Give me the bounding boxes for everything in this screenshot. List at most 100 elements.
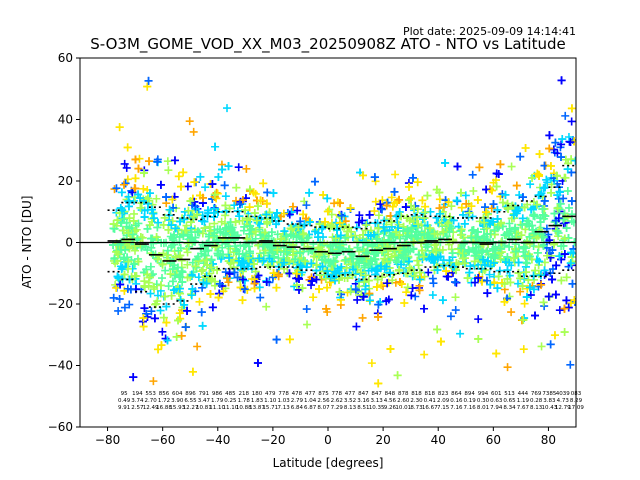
scatter-point xyxy=(124,257,133,266)
scatter-point xyxy=(418,215,427,224)
scatter-point xyxy=(562,273,571,282)
scatter-point xyxy=(250,279,259,288)
scatter-point xyxy=(120,255,129,264)
scatter-point xyxy=(240,276,249,285)
scatter-point xyxy=(240,285,249,294)
scatter-point xyxy=(171,253,180,262)
scatter-point xyxy=(139,314,148,323)
scatter-point xyxy=(218,165,227,174)
scatter-point xyxy=(285,335,294,344)
scatter-point xyxy=(322,304,331,313)
scatter-point xyxy=(451,278,460,287)
bin-stat-value: 485 xyxy=(225,391,236,397)
scatter-point xyxy=(383,279,392,288)
scatter-point xyxy=(399,227,408,236)
scatter-point xyxy=(291,255,300,264)
scatter-point xyxy=(378,237,387,246)
scatter-point xyxy=(521,143,530,152)
scatter-point xyxy=(344,223,353,232)
scatter-point xyxy=(232,247,241,256)
scatter-point xyxy=(563,165,572,174)
scatter-point xyxy=(314,233,323,242)
scatter-point xyxy=(473,196,482,205)
scatter-point xyxy=(336,231,345,240)
scatter-point xyxy=(391,170,400,179)
scatter-point xyxy=(555,252,564,261)
bin-stat-value: 3.90 xyxy=(171,398,184,404)
bin-stat-value: 2.60 xyxy=(397,398,410,404)
scatter-point xyxy=(192,263,201,272)
scatter-point xyxy=(365,289,374,298)
scatter-point xyxy=(341,255,350,264)
bin-stat-value: 95 xyxy=(121,391,128,397)
scatter-point xyxy=(263,217,272,226)
bin-stat-value: 1.19 xyxy=(517,398,530,404)
scatter-point xyxy=(145,189,154,198)
scatter-point xyxy=(358,313,367,322)
scatter-point xyxy=(514,269,523,278)
scatter-point xyxy=(233,273,242,282)
scatter-point xyxy=(362,221,371,230)
scatter-point xyxy=(342,263,351,272)
scatter-point xyxy=(559,194,568,203)
scatter-point xyxy=(560,328,569,337)
scatter-point xyxy=(408,173,417,182)
scatter-point xyxy=(281,257,290,266)
plot-date: Plot date: 2025-09-09 14:14:41 xyxy=(403,25,576,38)
scatter-point xyxy=(382,297,391,306)
scatter-point xyxy=(262,199,271,208)
bin-stat-value: 8.51 xyxy=(357,405,369,411)
scatter-point xyxy=(238,196,247,205)
scatter-point xyxy=(370,207,379,216)
scatter-point xyxy=(567,197,576,206)
scatter-point xyxy=(524,275,533,284)
scatter-point xyxy=(448,249,457,258)
scatter-point xyxy=(394,253,403,262)
scatter-point xyxy=(200,273,209,282)
y-tick-label: 0 xyxy=(65,236,73,250)
scatter-point xyxy=(522,293,531,302)
scatter-point xyxy=(245,229,254,238)
bin-stat-value: 875 xyxy=(318,391,329,397)
scatter-point xyxy=(445,256,454,265)
scatter-point xyxy=(318,224,327,233)
scatter-point xyxy=(307,259,316,268)
scatter-point xyxy=(506,227,515,236)
bin-stat-value: 823 xyxy=(438,391,449,397)
scatter-point xyxy=(203,206,212,215)
scatter-point xyxy=(519,345,528,354)
scatter-point xyxy=(362,248,371,257)
scatter-point xyxy=(388,276,397,285)
scatter-point xyxy=(186,197,195,206)
scatter-point xyxy=(208,180,217,189)
scatter-point xyxy=(160,292,169,301)
scatter-point xyxy=(298,284,307,293)
scatter-point xyxy=(185,117,194,126)
scatter-point xyxy=(492,182,501,191)
scatter-point xyxy=(199,278,208,287)
scatter-point xyxy=(292,281,301,290)
scatter-point xyxy=(163,246,172,255)
scatter-point xyxy=(485,270,494,279)
scatter-point xyxy=(403,283,412,292)
scatter-point xyxy=(146,289,155,298)
scatter-point xyxy=(364,230,373,239)
scatter-point xyxy=(110,254,119,263)
scatter-point xyxy=(245,247,254,256)
scatter-point xyxy=(253,202,262,211)
scatter-point xyxy=(241,252,250,261)
bin-stat-value: 15.93 xyxy=(169,405,185,411)
scatter-point xyxy=(147,205,156,214)
scatter-point xyxy=(268,257,277,266)
scatter-point xyxy=(444,198,453,207)
x-tick-label: 80 xyxy=(541,433,556,447)
scatter-point xyxy=(300,220,309,229)
scatter-point xyxy=(282,232,291,241)
scatter-point xyxy=(469,186,478,195)
bin-stat-value: 604 xyxy=(172,391,183,397)
scatter-point xyxy=(503,274,512,283)
scatter-point xyxy=(129,209,138,218)
scatter-point xyxy=(495,266,504,275)
scatter-point xyxy=(419,252,428,261)
scatter-point xyxy=(371,197,380,206)
